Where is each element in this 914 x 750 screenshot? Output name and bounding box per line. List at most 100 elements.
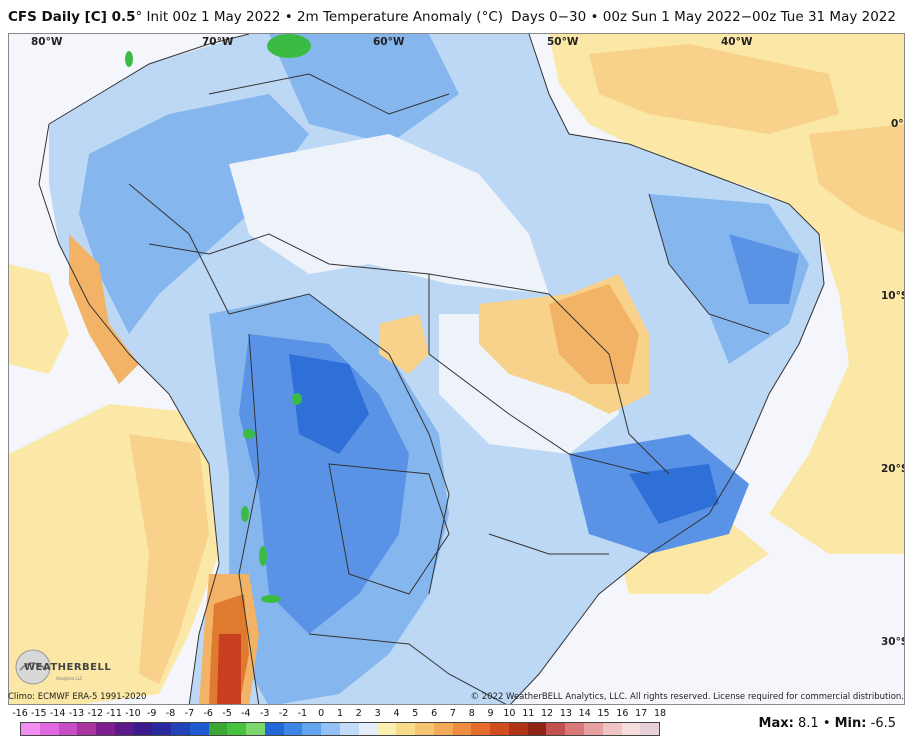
colorbar-swatch: [152, 723, 172, 735]
colorbar-tick-label: 5: [412, 708, 419, 719]
anomaly-map[interactable]: 80°W 70°W 60°W 50°W 40°W 0° 10°S 20°S 30…: [8, 33, 905, 705]
colorbar-tick-label: -2: [278, 708, 289, 719]
colorbar-swatch: [283, 723, 303, 735]
green-anomaly-argentina: [261, 595, 281, 603]
model-name: CFS Daily [C] 0.5: [8, 9, 136, 25]
colorbar-tick-label: 15: [597, 708, 610, 719]
colorbar-swatch: [433, 723, 453, 735]
green-anomaly-north: [267, 34, 311, 58]
colorbar-tick-label: -3: [259, 708, 270, 719]
lat-label-0: 0°: [891, 118, 904, 130]
green-anomaly-andes: [243, 429, 255, 439]
colorbar-tick-label: 11: [522, 708, 535, 719]
weatherbell-logo: WEATHERBELL Analytics LLC: [14, 648, 111, 686]
brazil-states-1: [428, 274, 650, 475]
colorbar-swatch: [508, 723, 528, 735]
colorbar-swatch: [340, 723, 359, 735]
climo-note: Climo: ECMWF ERA-5 1991-2020: [8, 692, 147, 702]
colorbar-swatch: [640, 723, 660, 735]
green-anomaly-bolivia: [292, 393, 302, 405]
peru-coast-warm: [69, 234, 139, 384]
colorbar-tick-label: -6: [203, 708, 213, 719]
colorbar-tick-label: -14: [49, 708, 66, 719]
colorbar-swatch: [415, 723, 434, 735]
colorbar-swatch: [208, 723, 228, 735]
colorbar-swatch: [377, 723, 397, 735]
lon-label-70w: 70°W: [202, 36, 234, 48]
lon-label-60w: 60°W: [373, 36, 405, 48]
colorbar-tick-label: -16: [12, 708, 28, 719]
colorbar-tick-labels: -16 -15 -14 -13 -12 -11 -10 -9 -8 -7 -6 -5 -4 -3 -2 -1 0…: [12, 708, 666, 722]
bolivia-core: [289, 354, 369, 454]
northeast-core: [729, 234, 799, 304]
brazil-states-3: [648, 193, 770, 335]
colorbar-swatch: [114, 723, 134, 735]
colorbar-swatch: [227, 723, 247, 735]
colorbar-swatch: [490, 723, 509, 735]
border-north-south: [148, 233, 550, 295]
colorbar-swatch: [58, 723, 78, 735]
colorbar-tick-label: 9: [487, 708, 494, 719]
colorbar-tick-label: 0: [318, 708, 325, 719]
lon-label-50w: 50°W: [547, 36, 579, 48]
colorbar-tick-label: -5: [222, 708, 232, 719]
colorbar-swatch: [133, 723, 153, 735]
colorbar-swatch: [452, 723, 472, 735]
lat-label-30s: 30°S: [881, 636, 904, 648]
colorbar-tick-label: 4: [393, 708, 400, 719]
pacific-north-warm: [9, 264, 69, 374]
title-left: CFS Daily [C] 0.5° Init 00z 1 May 2022 •…: [8, 9, 503, 25]
map-canvas: [9, 34, 904, 704]
brazil-states-4: [488, 533, 609, 555]
colorbar-swatch: [321, 723, 341, 735]
colorbar-tick-label: 1: [336, 708, 344, 719]
colorbar-tick-label: -11: [106, 708, 122, 719]
lon-label-40w: 40°W: [721, 36, 753, 48]
colorbar-swatch: [546, 723, 566, 735]
colorbar-swatch: [21, 723, 40, 735]
brazil-warm-orange: [549, 284, 639, 384]
colorbar-tick-label: 14: [578, 708, 591, 719]
border-peru-colombia: [128, 183, 230, 315]
logo-sub: Analytics LLC: [56, 676, 83, 681]
colorbar-swatch: [39, 723, 59, 735]
colorbar-swatch: [471, 723, 491, 735]
colorbar-swatches: [20, 722, 660, 736]
political-borders: [38, 34, 825, 704]
valid-period: Days 0−30 • 00z Sun 1 May 2022−00z Tue 3…: [511, 9, 896, 25]
colorbar-tick-label: 3: [374, 708, 381, 719]
colorbar-swatch: [602, 723, 622, 735]
colorbar-tick-label: 10: [503, 708, 516, 719]
andes-north-blue: [79, 94, 309, 334]
colorbar-swatch: [171, 723, 190, 735]
green-anomaly-colombia: [125, 51, 133, 67]
colorbar-tick-label: -7: [184, 708, 195, 719]
border-brazil-bolivia: [228, 293, 450, 595]
colorbar-tick-label: -4: [241, 708, 251, 719]
min-value: -6.5: [870, 716, 896, 731]
lat-label-20s: 20°S: [881, 463, 904, 475]
green-anomaly-andes-3: [259, 546, 267, 566]
colorbar-swatch: [396, 723, 416, 735]
max-label: Max:: [758, 716, 794, 731]
colorbar-swatch: [264, 723, 284, 735]
colorbar-tick-label: 7: [449, 708, 456, 719]
border-uruguay: [308, 633, 507, 704]
border-chile-argentina: [238, 333, 260, 704]
colorbar-tick-label: -13: [68, 708, 85, 719]
colorbar-swatch: [358, 723, 378, 735]
colorbar-tick-label: 12: [541, 708, 554, 719]
stats-readout: Max: 8.1 • Min: -6.5: [759, 716, 896, 731]
header: CFS Daily [C] 0.5° Init 00z 1 May 2022 •…: [0, 0, 914, 32]
chile-hottest: [217, 634, 241, 704]
max-value: 8.1: [797, 716, 819, 731]
min-label: Min:: [834, 716, 867, 731]
copyright-note: © 2022 WeatherBELL Analytics, LLC. All r…: [470, 692, 904, 702]
colorbar-tick-label: -9: [147, 708, 157, 719]
colorbar-swatch: [246, 723, 265, 735]
east-coastline: [48, 34, 825, 704]
green-anomaly-andes-2: [241, 506, 249, 522]
border-paraguay: [328, 463, 450, 595]
atlantic-tan-patch: [589, 44, 839, 134]
northwest-blue: [269, 34, 459, 144]
